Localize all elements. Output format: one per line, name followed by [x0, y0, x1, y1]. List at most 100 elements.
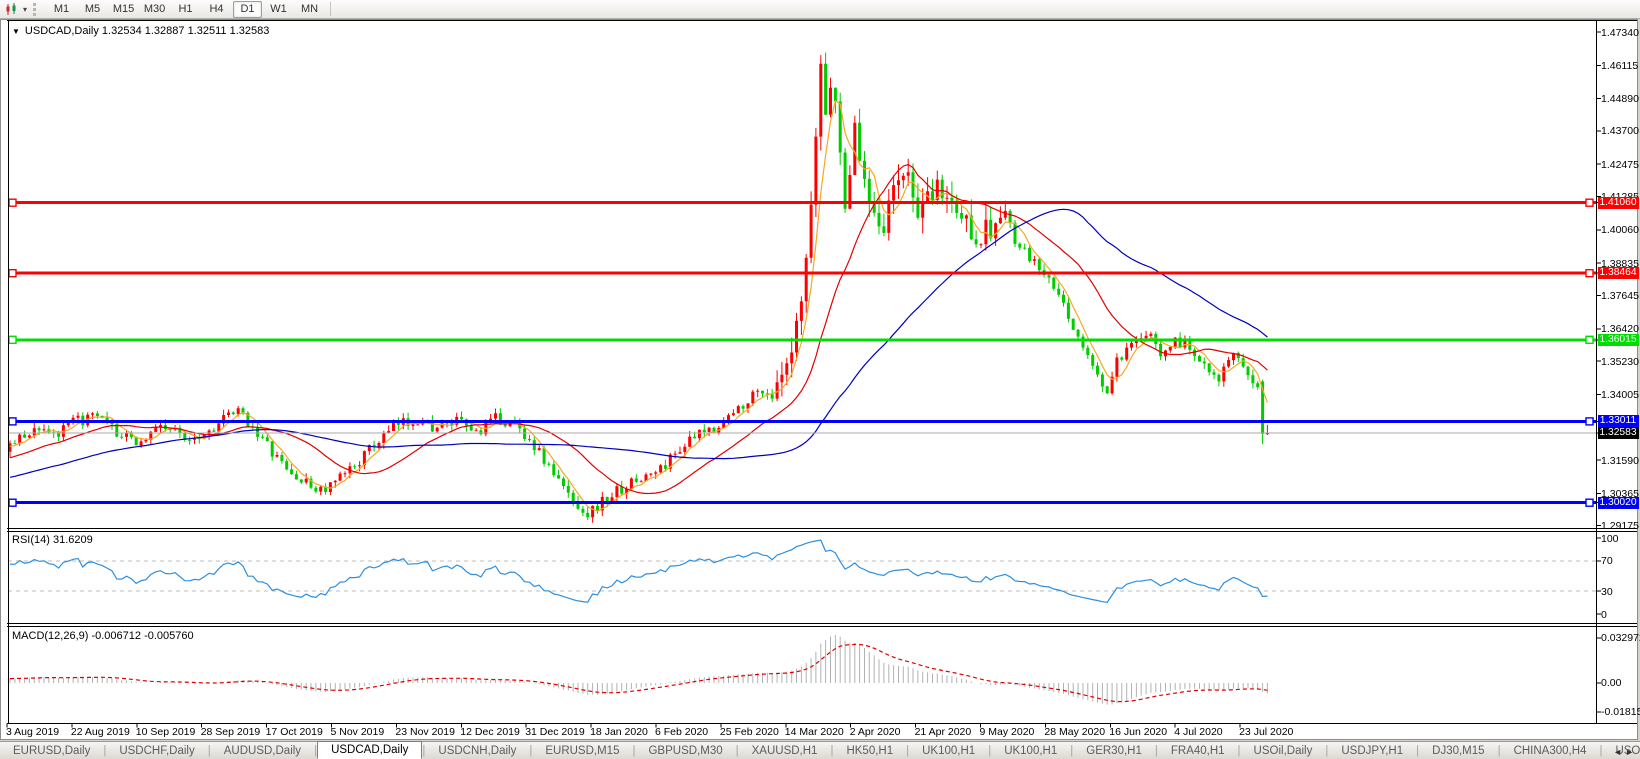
chart-tab-eurusd-daily[interactable]: EURUSD,Daily [13, 745, 91, 757]
tab-separator: | [207, 745, 211, 757]
chart-tab-dj30-m15[interactable]: DJ30,M15 [1432, 745, 1485, 757]
rsi-axis-label: 100 [1601, 532, 1619, 545]
price-axis-label: 1.42475 [1601, 158, 1639, 171]
date-label: 23 Jul 2020 [1239, 726, 1294, 738]
tab-separator: | [1497, 745, 1501, 757]
price-axis-label: 1.31590 [1601, 454, 1639, 467]
timeframe-toolbar: ▾ M1 M5 M15 M30 H1 H4 D1 W1 MN [0, 0, 1640, 19]
chart-tab-usdcnh-daily[interactable]: USDCNH,Daily [438, 745, 517, 757]
chart-tab-audusd-daily[interactable]: AUDUSD,Daily [223, 745, 302, 757]
candlestick-chart-icon[interactable] [4, 2, 19, 16]
timeframe-buttons: M1 M5 M15 M30 H1 H4 D1 W1 MN [46, 0, 325, 18]
timeframe-button-m15[interactable]: M15 [112, 2, 135, 15]
tab-separator: | [906, 745, 910, 757]
chart-title-text: USDCAD,Daily 1.32534 1.32887 1.32511 1.3… [24, 25, 270, 37]
tab-separator: | [830, 745, 834, 757]
date-label: 21 Apr 2020 [914, 726, 972, 738]
timeframe-button-m30[interactable]: M30 [143, 2, 166, 15]
price-axis-label: 1.36420 [1601, 323, 1639, 336]
chart-tab-eurusd-m15[interactable]: EURUSD,M15 [545, 745, 620, 757]
price-axis-label: 1.37645 [1601, 289, 1639, 302]
chart-tab-ger30-h1[interactable]: GER30,H1 [1086, 745, 1142, 757]
date-label: 2 Apr 2020 [849, 726, 901, 738]
timeframe-button-w1[interactable]: W1 [270, 2, 287, 15]
toolbar-divider [330, 2, 332, 16]
rsi-axis-label: 30 [1601, 585, 1613, 598]
timeframe-button-h4[interactable]: H4 [209, 2, 224, 15]
chart-tabs-bar: EURUSD,Daily | USDCHF,Daily | AUDUSD,Daily | U… [0, 741, 1640, 759]
tab-separator: | [632, 745, 636, 757]
chart-tab-usoil-daily[interactable]: USOil,Daily [1253, 745, 1313, 757]
date-label: 14 Mar 2020 [784, 726, 844, 738]
tab-separator: | [1070, 745, 1074, 757]
chart-window[interactable] [0, 19, 1638, 740]
tab-separator: | [735, 745, 739, 757]
date-label: 9 May 2020 [979, 726, 1035, 738]
price-axis-label: 1.43700 [1601, 125, 1639, 138]
chart-tab-fra40-h1[interactable]: FRA40,H1 [1170, 745, 1225, 757]
timeframe-button-m1[interactable]: M1 [53, 2, 70, 15]
macd-axis-label: -0.018154 [1601, 706, 1640, 718]
rsi-axis-label: 0 [1601, 608, 1607, 621]
date-label: 6 Feb 2020 [655, 726, 709, 738]
price-axis-label: 1.35230 [1601, 355, 1639, 368]
tab-separator: | [314, 745, 318, 757]
date-label: 12 Dec 2019 [460, 726, 520, 738]
price-level-badge: 1.33011 [1597, 415, 1639, 428]
date-label: 3 Aug 2019 [6, 726, 60, 738]
chevron-down-icon[interactable]: ▾ [23, 4, 28, 14]
price-axis-label: 1.40060 [1601, 224, 1639, 237]
macd-axis-label: 0.032972 [1601, 632, 1640, 644]
price-axis-label: 1.47340 [1601, 26, 1639, 39]
tab-separator: | [422, 745, 426, 757]
chart-tab-uk100-h1[interactable]: UK100,H1 [922, 745, 976, 757]
current-price-badge: 1.32583 [1597, 427, 1639, 440]
chart-tab-usoil-h4[interactable]: USOil,H4 [1615, 745, 1640, 757]
timeframe-button-m5[interactable]: M5 [84, 2, 101, 15]
price-level-badge: 1.41060 [1597, 196, 1639, 209]
scroll-left-icon[interactable]: ◄ [1613, 747, 1626, 757]
timeframe-button-h1[interactable]: H1 [178, 2, 193, 15]
date-label: 22 Aug 2019 [70, 726, 130, 738]
price-axis-label: 1.38835 [1601, 257, 1639, 270]
date-label: 18 Jan 2020 [590, 726, 648, 738]
date-label: 25 Feb 2020 [719, 726, 779, 738]
date-label: 16 Jun 2020 [1109, 726, 1168, 738]
chart-tab-usdchf-daily[interactable]: USDCHF,Daily [119, 745, 195, 757]
chart-tab-xauusd-h1[interactable]: XAUUSD,H1 [751, 745, 818, 757]
rsi-pane-title: RSI(14) 31.6209 [12, 534, 93, 546]
price-level-badge: 1.30020 [1597, 496, 1639, 509]
price-axis-label: 1.46115 [1601, 59, 1639, 72]
chart-tab-hk50-h1[interactable]: HK50,H1 [846, 745, 894, 757]
chart-tab-gbpusd-m30[interactable]: GBPUSD,M30 [648, 745, 723, 757]
timeframe-button-mn[interactable]: MN [300, 2, 319, 15]
date-label: 28 May 2020 [1044, 726, 1106, 738]
chart-tab-usdcad-daily[interactable]: USDCAD,Daily [317, 741, 423, 759]
date-label: 17 Oct 2019 [265, 726, 323, 738]
chart-tab-uk100-h1[interactable]: UK100,H1 [1004, 745, 1058, 757]
tab-separator: | [1599, 745, 1603, 757]
triangle-down-icon[interactable]: ▼ [12, 27, 20, 36]
date-label: 28 Sep 2019 [200, 726, 261, 738]
rsi-axis-label: 70 [1601, 555, 1613, 568]
chart-tab-usdjpy-h1[interactable]: USDJPY,H1 [1341, 745, 1404, 757]
price-level-badge: 1.36015 [1597, 333, 1639, 346]
timeframe-button-d1[interactable]: D1 [233, 0, 263, 18]
toolbar-grip-handle[interactable] [33, 2, 39, 16]
chart-tab-china300-h4[interactable]: CHINA300,H4 [1513, 745, 1587, 757]
date-label: 4 Jul 2020 [1174, 726, 1223, 738]
tab-separator: | [529, 745, 533, 757]
chart-title: ▼ USDCAD,Daily 1.32534 1.32887 1.32511 1.… [12, 25, 269, 37]
scroll-right-icon[interactable]: ► [1625, 747, 1637, 757]
tab-separator: | [1237, 745, 1241, 757]
tab-separator: | [988, 745, 992, 757]
price-axis-label: 1.34005 [1601, 388, 1639, 401]
date-label: 31 Dec 2019 [525, 726, 585, 738]
tab-separator: | [1325, 745, 1329, 757]
tab-separator: | [1416, 745, 1420, 757]
tab-separator: | [103, 745, 107, 757]
tab-separator: | [1154, 745, 1158, 757]
tab-scrollers: ◄► [1613, 747, 1637, 757]
macd-pane-title: MACD(12,26,9) -0.006712 -0.005760 [12, 630, 194, 642]
